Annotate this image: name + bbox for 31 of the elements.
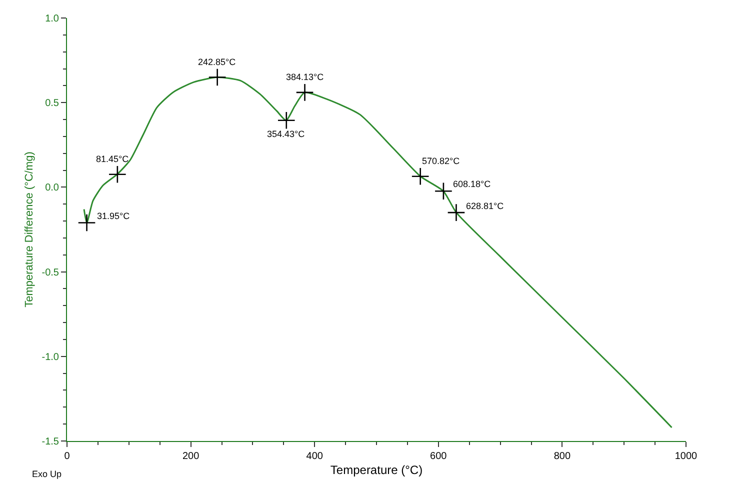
point <box>277 111 296 130</box>
y-tick-label: 0.0 <box>45 182 60 194</box>
point <box>108 165 126 184</box>
annotation: 31.95°C <box>97 211 130 221</box>
annotation: 384.13°C <box>286 72 324 82</box>
annotation: 242.85°C <box>198 57 236 67</box>
point <box>208 68 226 86</box>
x-tick-label: 0 <box>64 451 70 462</box>
annotation: 628.81°C <box>466 201 504 211</box>
y-tick-label: -0.5 <box>42 267 60 278</box>
x-tick-label: 800 <box>554 451 571 462</box>
point <box>434 182 453 200</box>
x-tick-label: 200 <box>182 451 200 462</box>
text: Exo Up <box>32 469 62 479</box>
point <box>447 204 466 222</box>
point <box>78 214 96 232</box>
point <box>411 167 430 186</box>
y-tick-label: 0.5 <box>45 98 60 110</box>
annotation: 570.82°C <box>422 156 460 166</box>
x-tick-label: 1000 <box>674 451 698 462</box>
y-tick-label: -1.5 <box>42 436 60 448</box>
y-tick-label: 1.0 <box>45 14 60 24</box>
x-axis-title: Temperature (°C) <box>330 462 423 477</box>
y-axis-title: Temperature Difference (°C/mg) <box>23 152 36 308</box>
x-tick-label: 400 <box>306 451 324 462</box>
annotation: 81.45°C <box>96 154 130 164</box>
annotation: 608.18°C <box>453 179 492 189</box>
x-tick-label: 600 <box>430 451 448 462</box>
annotation: 354.43°C <box>267 129 306 139</box>
point <box>296 83 314 102</box>
y-tick-label: -1.0 <box>42 352 60 363</box>
